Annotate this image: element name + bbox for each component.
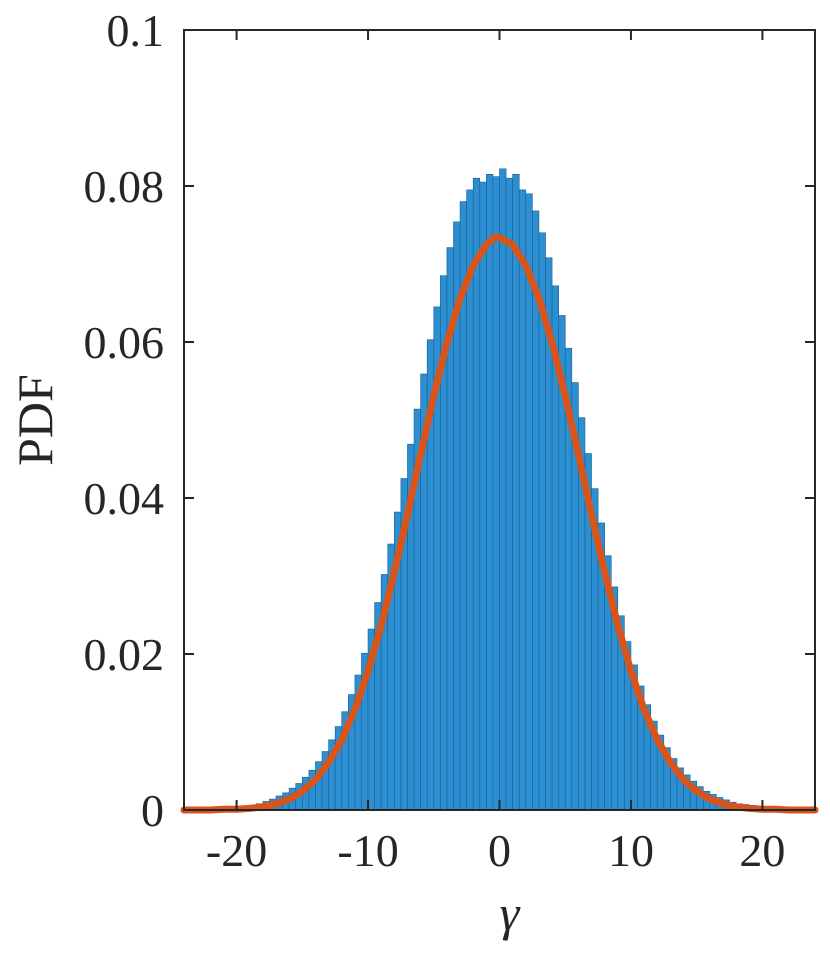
histogram-bar [499,168,507,811]
y-tick-label: 0.06 [84,317,165,368]
histogram-bar [505,177,513,811]
y-axis-ticks: 0 0.02 0.04 0.06 0.08 0.1 [84,5,815,836]
histogram-bars [236,168,803,811]
x-tick-label: 10 [608,825,654,876]
histogram-bar [512,174,520,811]
fit-curve [180,233,819,814]
x-tick-label: -10 [337,825,398,876]
histogram-bar [486,174,494,811]
x-tick-label: 0 [488,825,511,876]
y-tick-label: 0.08 [84,161,165,212]
histogram-bar [492,176,500,811]
y-tick-label: 0.02 [84,629,165,680]
plot-area [180,168,819,814]
y-tick-label: 0.04 [84,473,165,524]
x-tick-label: -20 [206,825,267,876]
histogram-bar [518,189,527,811]
y-axis-label: PDF [7,374,63,466]
x-axis-ticks: -20 -10 0 10 20 [206,30,785,876]
histogram-bar [479,181,487,811]
x-tick-label: 20 [739,825,785,876]
histogram-bar [472,177,481,811]
y-tick-label: 0.1 [107,5,165,56]
x-axis-label: γ [500,885,521,941]
y-tick-label: 0 [141,785,164,836]
